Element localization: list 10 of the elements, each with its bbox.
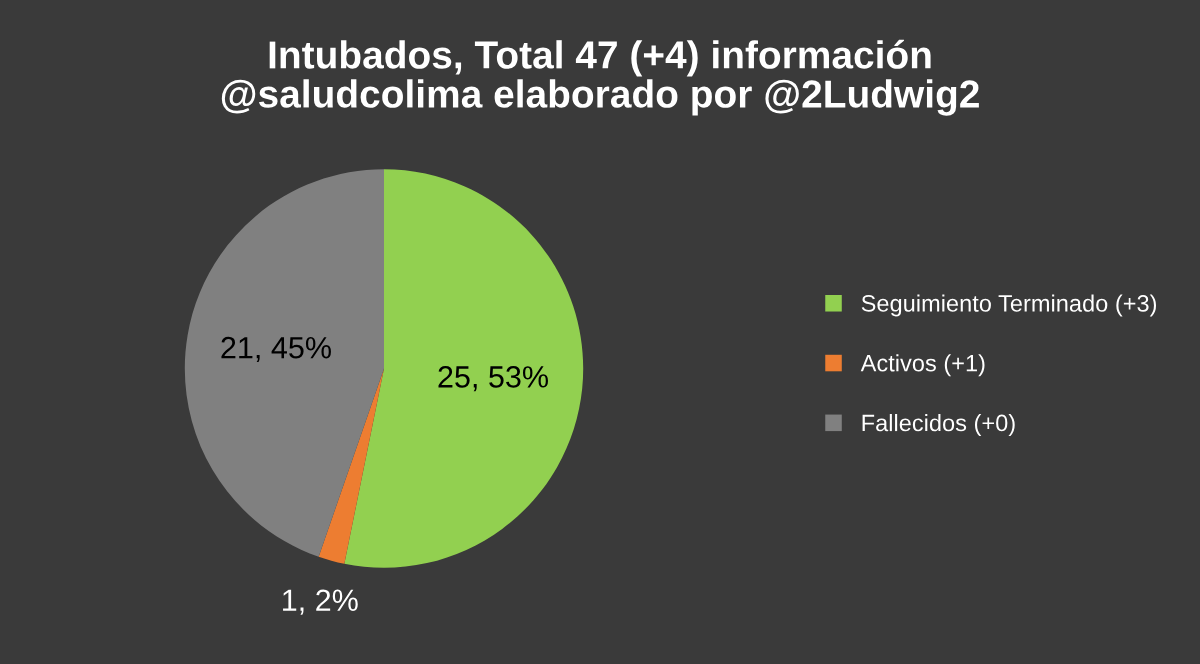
- legend-label: Activos (+1): [860, 354, 985, 377]
- data-label: 25, 53%: [438, 366, 548, 392]
- pie-slice: [318, 368, 384, 564]
- data-label: 1, 2%: [283, 589, 358, 615]
- data-label: 21, 45%: [221, 336, 331, 363]
- legend-label: Fallecidos (+0): [862, 413, 1015, 436]
- pie-slice: [184, 169, 384, 557]
- chart-title: Intubados, Total 47 (+4) información @saludcolima elaborado por @2Ludwig2: [221, 39, 979, 116]
- pie-slice: [344, 169, 584, 568]
- legend-label: Seguimiento Terminado (+3): [861, 294, 1157, 317]
